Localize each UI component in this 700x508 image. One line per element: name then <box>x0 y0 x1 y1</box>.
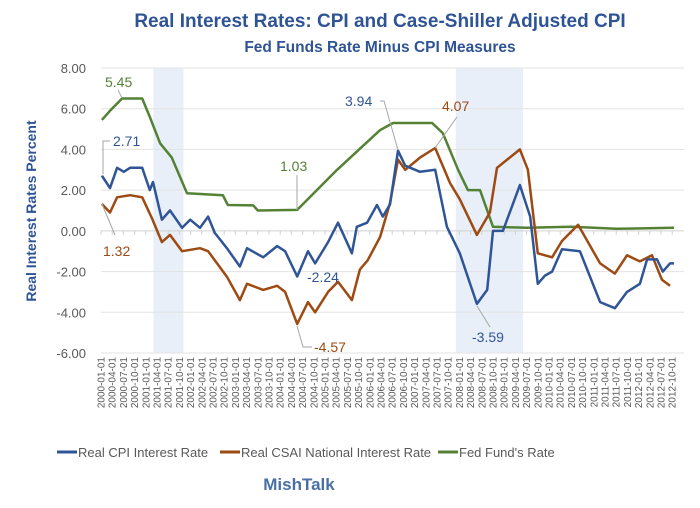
x-tick-label: 2007-04-01 <box>421 357 432 409</box>
annotation-1-03: 1.03 <box>280 158 307 174</box>
x-tick-label: 2006-07-01 <box>388 357 399 409</box>
x-tick-label: 2010-04-01 <box>556 357 567 409</box>
annotations: 5.45 2.71 1.32 1.03 -2.24 -4.57 3.94 4.0… <box>101 74 504 355</box>
x-tick-label: 2002-01-01 <box>186 357 197 409</box>
leader-line <box>434 116 458 149</box>
x-tick-label: 2002-10-01 <box>220 357 231 409</box>
x-tick-label: 2011-10-01 <box>623 357 634 408</box>
y-tick-label: 2.00 <box>61 183 86 198</box>
chart-subtitle: Fed Funds Rate Minus CPI Measures <box>244 39 515 56</box>
annotation-4-07: 4.07 <box>442 98 469 114</box>
y-tick-label: 4.00 <box>61 142 86 157</box>
leader-line <box>296 325 312 348</box>
leader-line <box>380 100 399 151</box>
series-line-0 <box>100 149 674 310</box>
x-tick-label: 2000-10-01 <box>130 357 141 409</box>
x-tick-label: 2012-04-01 <box>645 357 656 409</box>
x-tick-label: 2005-04-01 <box>332 357 343 409</box>
x-tick-label: 2012-07-01 <box>657 357 668 409</box>
x-tick-label: 2012-01-01 <box>634 357 645 409</box>
x-tick-label: 2000-07-01 <box>119 357 130 409</box>
x-tick-label: 2011-01-01 <box>589 357 600 408</box>
y-axis-title: Real Interest Rates Percent <box>23 120 39 302</box>
y-tick-label: 8.00 <box>61 61 86 76</box>
x-tick-label: 2005-01-01 <box>321 357 332 409</box>
legend-label-csai: Real CSAI National Interest Rate <box>241 445 431 460</box>
x-tick-label: 2008-04-01 <box>466 357 477 409</box>
annotation-1-32: 1.32 <box>103 243 130 259</box>
x-tick-label: 2006-01-01 <box>365 357 376 409</box>
x-tick-label: 2000-04-01 <box>108 357 119 409</box>
legend-label-cpi: Real CPI Interest Rate <box>78 445 208 460</box>
leader-line <box>476 305 491 328</box>
x-tick-label: 2010-01-01 <box>545 357 556 409</box>
x-tick-label: 2003-04-01 <box>242 357 253 409</box>
x-tick-label: 2009-10-01 <box>533 357 544 409</box>
x-tick-label: 2000-01-01 <box>97 357 108 409</box>
series-line-1 <box>100 146 671 326</box>
x-tick-label: 2006-10-01 <box>399 357 410 409</box>
x-tick-label: 2004-07-01 <box>298 357 309 409</box>
x-tick-label: 2003-01-01 <box>231 357 242 409</box>
x-tick-label: 2011-07-01 <box>612 357 623 408</box>
leader-line <box>102 140 110 174</box>
x-tick-label: 2002-04-01 <box>197 357 208 409</box>
x-tick-label: 2001-01-01 <box>141 357 152 409</box>
x-tick-label: 2009-07-01 <box>522 357 533 409</box>
x-tick-label: 2004-04-01 <box>287 357 298 409</box>
x-tick-label: 2003-07-01 <box>253 357 264 409</box>
y-tick-label: -4.00 <box>56 305 86 320</box>
x-tick-label: 2005-07-01 <box>343 357 354 409</box>
x-tick-label: 2003-10-01 <box>265 357 276 409</box>
series-line-2 <box>100 97 675 231</box>
x-tick-label: 2008-07-01 <box>477 357 488 409</box>
annotation-neg-3-59: -3.59 <box>472 329 504 345</box>
series-lines <box>100 97 675 326</box>
x-tick-label: 2006-04-01 <box>377 357 388 409</box>
x-tick-label: 2004-01-01 <box>276 357 287 409</box>
x-tick-label: 2008-10-01 <box>489 357 500 409</box>
leader-line <box>117 89 123 99</box>
y-axis: 8.00 6.00 4.00 2.00 0.00 -2.00 -4.00 -6.00 <box>56 61 86 361</box>
y-tick-label: -6.00 <box>56 346 86 361</box>
x-tick-label: 2010-07-01 <box>567 357 578 409</box>
x-tick-label: 2009-04-01 <box>511 357 522 409</box>
annotation-2-71: 2.71 <box>113 133 140 149</box>
gridlines <box>101 67 684 354</box>
x-tick-label: 2007-07-01 <box>433 357 444 409</box>
x-tick-label: 2009-01-01 <box>500 357 511 409</box>
x-axis: 2000-01-01 2000-04-01 2000-07-01 2000-10-01… <box>97 230 679 409</box>
x-tick-label: 2010-10-01 <box>578 357 589 409</box>
y-tick-label: -2.00 <box>56 265 86 280</box>
x-tick-label: 2012-10-01 <box>668 357 679 409</box>
annotation-neg-4-57: -4.57 <box>314 339 346 355</box>
x-tick-label: 2011-04-01 <box>601 357 612 408</box>
annotation-neg-2-24: -2.24 <box>307 269 339 285</box>
x-tick-label: 2002-07-01 <box>209 357 220 409</box>
leader-line <box>101 203 116 236</box>
x-tick-label: 2001-10-01 <box>175 357 186 409</box>
annotation-5-45: 5.45 <box>105 74 132 90</box>
brand-watermark: MishTalk <box>263 475 335 494</box>
x-tick-label: 2004-10-01 <box>309 357 320 409</box>
x-tick-label: 2005-10-01 <box>354 357 365 409</box>
y-tick-label: 6.00 <box>61 102 86 117</box>
chart-title: Real Interest Rates: CPI and Case-Shille… <box>134 11 625 32</box>
x-tick-label: 2001-07-01 <box>164 357 175 409</box>
y-tick-label: 0.00 <box>61 224 86 239</box>
legend: Real CPI Interest Rate Real CSAI Nationa… <box>57 445 555 460</box>
x-tick-label: 2007-01-01 <box>410 357 421 409</box>
annotation-3-94: 3.94 <box>345 93 372 109</box>
x-tick-label: 2001-04-01 <box>153 357 164 409</box>
legend-label-fed: Fed Fund's Rate <box>459 445 555 460</box>
x-tick-label: 2008-01-01 <box>455 357 466 409</box>
x-tick-label: 2007-10-01 <box>444 357 455 409</box>
